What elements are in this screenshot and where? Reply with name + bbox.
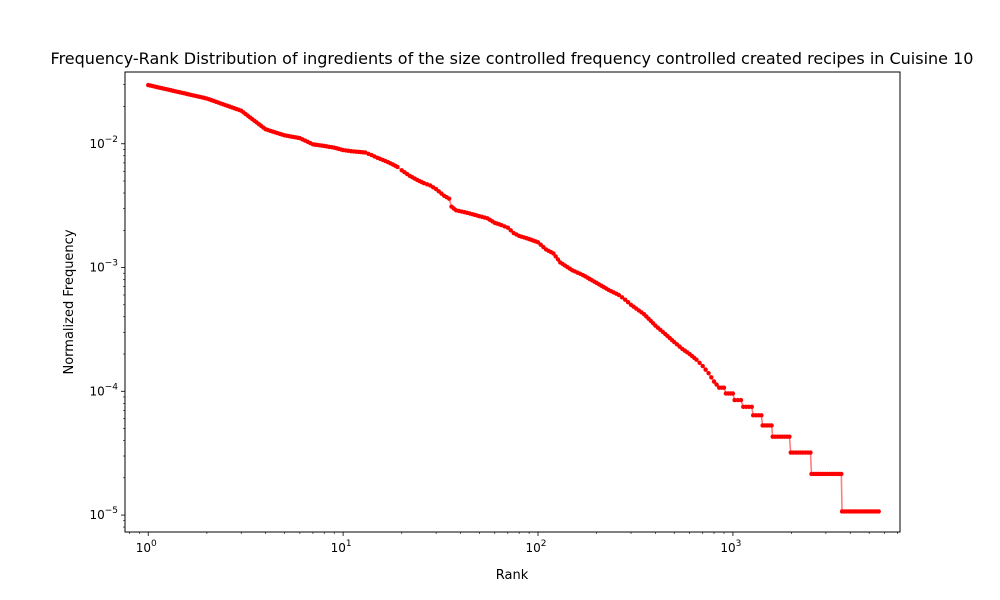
data-point (735, 397, 740, 403)
data-point (697, 360, 702, 366)
data-point (732, 397, 737, 403)
data-point (700, 363, 705, 369)
data-point (749, 404, 754, 409)
data-point (555, 257, 561, 262)
y-tick-exponent: −4 (105, 382, 119, 392)
x-tick-exponent: 0 (151, 539, 157, 549)
y-tick-exponent: −2 (105, 135, 118, 145)
data-point (619, 295, 625, 300)
data-point (395, 164, 400, 170)
data-point (730, 391, 736, 396)
y-tick-exponent: −3 (105, 259, 118, 269)
data-point (551, 251, 556, 256)
data-point (706, 371, 711, 376)
data-point (553, 254, 558, 259)
data-point (711, 379, 717, 384)
y-axis-label: Normalized Frequency (62, 229, 77, 374)
plot-frame (124, 71, 901, 533)
data-point (721, 385, 727, 390)
plot-area (146, 82, 881, 514)
data-point (508, 228, 513, 233)
y-tick-label: 10−2 (89, 135, 118, 151)
data-point (446, 196, 452, 201)
x-tick-label: 103 (720, 539, 741, 555)
x-tick-label: 100 (136, 539, 157, 555)
data-point (808, 450, 813, 455)
data-point (709, 375, 714, 380)
data-point (876, 509, 881, 514)
data-point (714, 382, 719, 387)
x-axis-label: Rank (496, 568, 529, 583)
data-point (759, 413, 764, 418)
data-point (769, 423, 774, 428)
y-axis: 10−5 10−4 10−3 10−2 (89, 84, 125, 528)
data-point (694, 357, 699, 362)
data-point (622, 297, 628, 302)
y-tick-exponent: −5 (105, 506, 118, 516)
data-point (505, 225, 511, 230)
data-point (625, 300, 631, 305)
data-point (616, 292, 622, 298)
data-point (787, 434, 792, 439)
x-tick-label: 102 (526, 539, 547, 555)
y-tick-label: 10−3 (89, 259, 118, 275)
x-tick-exponent: 1 (346, 539, 352, 549)
y-tick-label: 10−4 (89, 382, 118, 398)
series-line (148, 84, 879, 513)
y-tick-label: 10−5 (89, 506, 118, 522)
x-tick-exponent: 3 (736, 539, 742, 549)
x-tick-exponent: 2 (541, 539, 547, 549)
x-axis: 100 101 102 103 (129, 532, 898, 555)
data-point (703, 367, 708, 372)
chart-title: Frequency-Rank Distribution of ingredien… (51, 49, 974, 68)
x-tick-label: 101 (331, 539, 352, 555)
data-point (738, 397, 744, 403)
data-point (839, 471, 844, 477)
